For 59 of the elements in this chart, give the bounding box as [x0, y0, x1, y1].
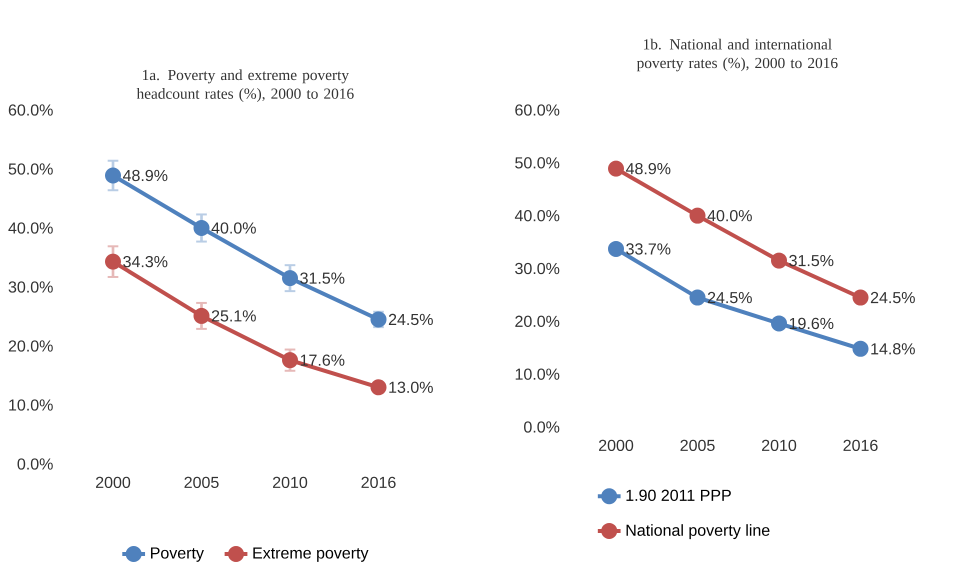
data-label: 17.6%: [300, 354, 344, 366]
x-tick-label: 2005: [184, 476, 219, 488]
y-tick-label: 40.0%: [8, 222, 53, 234]
x-tick-label: 2016: [362, 476, 396, 488]
point: [608, 160, 624, 177]
point: [105, 254, 122, 270]
data-label: 25.1%: [212, 310, 256, 322]
point: [771, 252, 788, 269]
point: [771, 315, 788, 332]
data-label: 31.5%: [300, 272, 344, 284]
chart-title: 1b. National and international poverty rates (%), 2000 to 2016: [636, 38, 838, 72]
point: [194, 220, 210, 236]
point: [282, 270, 298, 286]
x-tick-label: 2016: [844, 440, 878, 452]
legend-label: Poverty: [151, 547, 204, 562]
legend-label: 1.90 2011 PPP: [626, 490, 731, 501]
data-label: 24.5%: [388, 314, 433, 326]
data-label: 31.5%: [789, 254, 834, 266]
legend-label: National poverty line: [626, 524, 770, 540]
y-tick-label: 0.0%: [18, 458, 53, 470]
data-label: 33.7%: [626, 243, 670, 255]
point: [690, 208, 706, 224]
y-tick-label: 0.0%: [524, 421, 560, 433]
x-tick-label: 2010: [273, 476, 308, 488]
data-label: 14.8%: [871, 343, 915, 354]
data-label: 24.5%: [870, 292, 915, 304]
y-tick-label: 10.0%: [9, 399, 53, 411]
data-label: 24.5%: [708, 292, 752, 304]
y-tick-label: 30.0%: [515, 262, 560, 274]
legend-label: Extreme poverty: [253, 547, 368, 562]
point: [690, 290, 706, 306]
y-tick-label: 10.0%: [516, 368, 560, 380]
y-tick-label: 50.0%: [515, 157, 560, 168]
data-label: 48.9%: [626, 162, 670, 174]
data-label: 34.3%: [123, 256, 168, 268]
y-tick-label: 20.0%: [515, 316, 560, 327]
data-label: 48.9%: [122, 170, 168, 182]
point: [194, 308, 210, 324]
y-tick-label: 40.0%: [514, 210, 560, 222]
y-tick-label: 60.0%: [515, 104, 560, 116]
x-tick-label: 2000: [96, 476, 130, 488]
data-label: 40.0%: [211, 222, 256, 234]
x-tick-label: 2000: [599, 440, 634, 452]
y-tick-label: 50.0%: [8, 163, 53, 175]
data-label: 19.6%: [790, 318, 834, 330]
point: [852, 340, 869, 357]
point: [105, 167, 122, 184]
point: [852, 290, 869, 306]
point: [370, 379, 387, 396]
y-tick-label: 60.0%: [8, 104, 53, 116]
x-tick-label: 2005: [680, 440, 715, 452]
point: [608, 240, 624, 257]
y-tick-label: 20.0%: [8, 340, 53, 352]
x-tick-label: 2010: [762, 440, 796, 452]
data-label: 40.0%: [707, 210, 752, 222]
chart-title: 1a. Poverty and extreme poverty headcount rates (%), 2000 to 2016: [136, 69, 354, 102]
data-label: 13.0%: [389, 382, 433, 393]
point: [282, 352, 298, 368]
y-tick-label: 30.0%: [8, 281, 53, 293]
